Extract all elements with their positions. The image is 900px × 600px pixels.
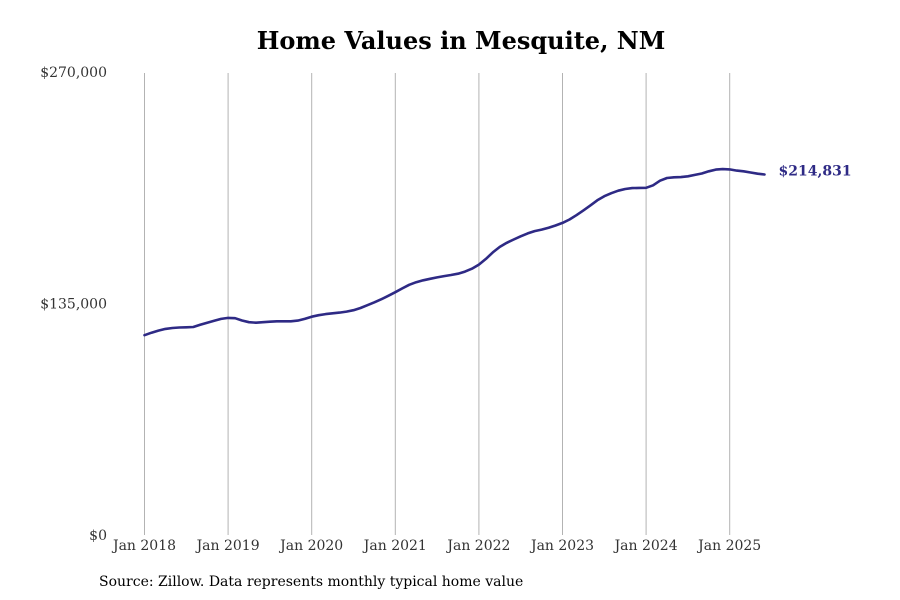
chart-title: Home Values in Mesquite, NM <box>256 26 666 55</box>
y-tick-label: $270,000 <box>40 65 107 81</box>
x-tick-label: Jan 2024 <box>613 538 678 554</box>
y-tick-label: $0 <box>89 528 107 544</box>
end-value-label: $214,831 <box>779 164 852 180</box>
x-tick-label: Jan 2025 <box>696 538 761 554</box>
x-tick-label: Jan 2022 <box>445 538 510 554</box>
source-note: Source: Zillow. Data represents monthly … <box>99 574 524 590</box>
series-line <box>143 167 766 337</box>
x-tick-label: Jan 2023 <box>529 538 594 554</box>
x-tick-label: Jan 2021 <box>362 538 427 554</box>
x-tick-label: Jan 2019 <box>195 538 260 554</box>
x-tick-label: Jan 2018 <box>111 538 176 554</box>
x-tick-label: Jan 2020 <box>278 538 343 554</box>
y-tick-label: $135,000 <box>40 297 107 313</box>
